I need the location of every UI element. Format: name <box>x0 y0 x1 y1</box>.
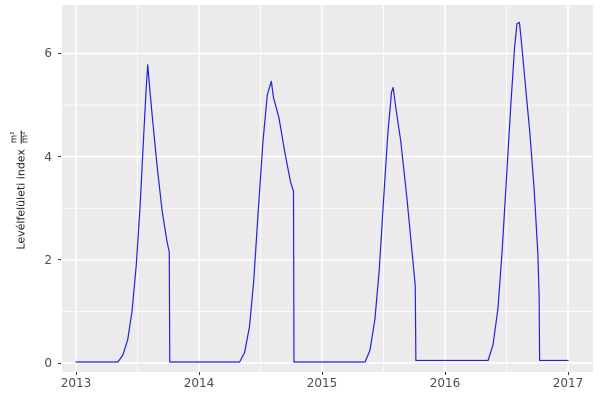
x-tick-mark <box>444 372 446 375</box>
y-axis-title-text: Levélfelületi index <box>14 149 28 250</box>
x-tick-label: 2014 <box>183 376 215 390</box>
y-tick-label: 0 <box>44 356 52 371</box>
y-tick-mark <box>58 156 61 158</box>
plot-panel <box>62 5 593 372</box>
x-tick-mark <box>198 372 200 375</box>
y-axis-title-content: Levélfelületi index m² m² <box>10 130 32 250</box>
x-tick-mark <box>75 372 77 375</box>
y-tick-mark <box>58 52 61 54</box>
y-tick-label: 6 <box>44 46 52 61</box>
y-tick-mark <box>58 362 61 364</box>
series-line-lai <box>75 21 569 363</box>
x-tick-mark <box>321 372 323 375</box>
y-tick-label: 2 <box>44 252 52 267</box>
y-tick-mark <box>58 259 61 261</box>
x-tick-mark <box>567 372 569 375</box>
y-axis-unit-denominator: m² <box>20 131 31 144</box>
x-tick-label: 2016 <box>429 376 461 390</box>
y-axis-unit-fraction: m² m² <box>10 130 32 145</box>
plot-area <box>62 5 593 372</box>
x-tick-label: 2013 <box>60 376 92 390</box>
y-tick-label: 4 <box>44 149 52 164</box>
x-tick-label: 2015 <box>306 376 338 390</box>
x-tick-label: 2017 <box>552 376 584 390</box>
